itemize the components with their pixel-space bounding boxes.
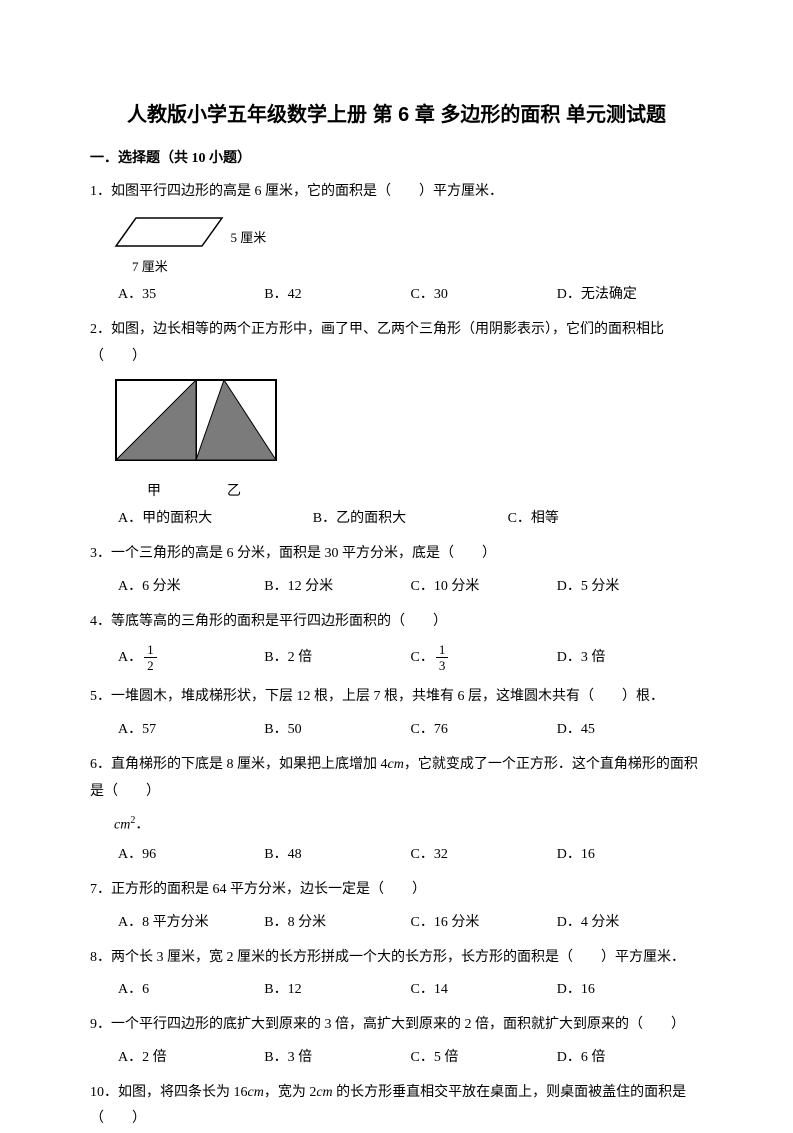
q8-choice-d: D．16	[557, 979, 703, 1000]
q7-choice-c: C．16 分米	[411, 912, 557, 933]
q6-stem: 6．直角梯形的下底是 8 厘米，如果把上底增加 4cm，它就变成了一个正方形．这…	[90, 752, 703, 805]
q1-label-right: 5 厘米	[231, 230, 267, 245]
q2-stem: 2．如图，边长相等的两个正方形中，画了甲、乙两个三角形（用阴影表示），它们的面积…	[90, 317, 703, 370]
question-10: 10．如图，将四条长为 16cm，宽为 2cm 的长方形垂直相交平放在桌面上，则…	[90, 1080, 703, 1133]
q2-choice-c: C．相等	[508, 508, 703, 529]
q1-stem: 1．如图平行四边形的高是 6 厘米，它的面积是（ ）平方厘米．	[90, 179, 703, 206]
frac-den: 2	[144, 658, 157, 672]
q5-choices: A．57 B．50 C．76 D．45	[90, 719, 703, 740]
q1-choice-b: B．42	[264, 284, 410, 305]
question-7: 7．正方形的面积是 64 平方分米，边长一定是（ ） A．8 平方分米 B．8 …	[90, 877, 703, 933]
q2-labels: 甲 乙	[114, 481, 274, 502]
q4-choice-c: C． 1 3	[411, 643, 557, 672]
q2-label-yi: 乙	[194, 481, 274, 502]
q4-choice-b: B．2 倍	[264, 643, 410, 672]
q7-choice-d: D．4 分米	[557, 912, 703, 933]
q9-stem: 9．一个平行四边形的底扩大到原来的 3 倍，高扩大到原来的 2 倍，面积就扩大到…	[90, 1012, 703, 1039]
q3-choice-d: D．5 分米	[557, 576, 703, 597]
page-title: 人教版小学五年级数学上册 第 6 章 多边形的面积 单元测试题	[90, 100, 703, 130]
q1-choice-a: A．35	[118, 284, 264, 305]
q9-choice-b: B．3 倍	[264, 1047, 410, 1068]
q4-choice-d: D．3 倍	[557, 643, 703, 672]
q9-choices: A．2 倍 B．3 倍 C．5 倍 D．6 倍	[90, 1047, 703, 1068]
q2-choices: A．甲的面积大 B．乙的面积大 C．相等	[90, 508, 703, 529]
q3-stem: 3．一个三角形的高是 6 分米，面积是 30 平方分米，底是（ ）	[90, 541, 703, 568]
q6-choice-d: D．16	[557, 844, 703, 865]
question-3: 3．一个三角形的高是 6 分米，面积是 30 平方分米，底是（ ） A．6 分米…	[90, 541, 703, 597]
q5-choice-b: B．50	[264, 719, 410, 740]
q2-choice-b: B．乙的面积大	[313, 508, 508, 529]
q8-stem: 8．两个长 3 厘米，宽 2 厘米的长方形拼成一个大的长方形，长方形的面积是（ …	[90, 945, 703, 972]
q8-choices: A．6 B．12 C．14 D．16	[90, 979, 703, 1000]
frac-den: 3	[436, 658, 449, 672]
q3-choice-b: B．12 分米	[264, 576, 410, 597]
q5-choice-d: D．45	[557, 719, 703, 740]
fraction-icon: 1 3	[436, 643, 449, 672]
q1-choices: A．35 B．42 C．30 D．无法确定	[90, 284, 703, 305]
q9-choice-c: C．5 倍	[411, 1047, 557, 1068]
q8-choice-c: C．14	[411, 979, 557, 1000]
q8-choice-b: B．12	[264, 979, 410, 1000]
q1-choice-d: D．无法确定	[557, 284, 703, 305]
unit-cm2: cm	[114, 818, 130, 833]
question-5: 5．一堆圆木，堆成梯形状，下层 12 根，上层 7 根，共堆有 6 层，这堆圆木…	[90, 684, 703, 740]
q4-c-label: C．	[411, 647, 434, 668]
q9-choice-d: D．6 倍	[557, 1047, 703, 1068]
unit-cm: cm	[388, 757, 404, 772]
q8-choice-a: A．6	[118, 979, 264, 1000]
fraction-icon: 1 2	[144, 643, 157, 672]
q7-choice-b: B．8 分米	[264, 912, 410, 933]
unit-cm: cm	[248, 1085, 264, 1100]
q3-choices: A．6 分米 B．12 分米 C．10 分米 D．5 分米	[90, 576, 703, 597]
question-2: 2．如图，边长相等的两个正方形中，画了甲、乙两个三角形（用阴影表示），它们的面积…	[90, 317, 703, 529]
question-1: 1．如图平行四边形的高是 6 厘米，它的面积是（ ）平方厘米． 5 厘米 7 厘…	[90, 179, 703, 305]
q7-choice-a: A．8 平方分米	[118, 912, 264, 933]
q2-choice-a: A．甲的面积大	[118, 508, 313, 529]
question-9: 9．一个平行四边形的底扩大到原来的 3 倍，高扩大到原来的 2 倍，面积就扩大到…	[90, 1012, 703, 1068]
q3-choice-c: C．10 分米	[411, 576, 557, 597]
q6-choices: A．96 B．48 C．32 D．16	[90, 844, 703, 865]
q2-figure	[114, 378, 703, 473]
unit-period: ．	[135, 818, 149, 833]
q3-choice-a: A．6 分米	[118, 576, 264, 597]
question-4: 4．等底等高的三角形的面积是平行四边形面积的（ ） A． 1 2 B．2 倍 C…	[90, 609, 703, 673]
q7-stem: 7．正方形的面积是 64 平方分米，边长一定是（ ）	[90, 877, 703, 904]
question-6: 6．直角梯形的下底是 8 厘米，如果把上底增加 4cm，它就变成了一个正方形．这…	[90, 752, 703, 865]
frac-num: 1	[436, 643, 449, 658]
q9-choice-a: A．2 倍	[118, 1047, 264, 1068]
q6-choice-b: B．48	[264, 844, 410, 865]
q5-stem: 5．一堆圆木，堆成梯形状，下层 12 根，上层 7 根，共堆有 6 层，这堆圆木…	[90, 684, 703, 711]
q1-choice-c: C．30	[411, 284, 557, 305]
q4-stem: 4．等底等高的三角形的面积是平行四边形面积的（ ）	[90, 609, 703, 636]
question-8: 8．两个长 3 厘米，宽 2 厘米的长方形拼成一个大的长方形，长方形的面积是（ …	[90, 945, 703, 1001]
q4-choices: A． 1 2 B．2 倍 C． 1 3 D．3 倍	[90, 643, 703, 672]
q6-unit-line: cm2．	[90, 813, 703, 836]
q10-stem-p2: ，宽为 2	[264, 1085, 317, 1100]
q6-stem-part1: 6．直角梯形的下底是 8 厘米，如果把上底增加 4	[90, 757, 388, 772]
q5-choice-a: A．57	[118, 719, 264, 740]
q10-stem-p1: 10．如图，将四条长为 16	[90, 1085, 248, 1100]
frac-num: 1	[144, 643, 157, 658]
q4-a-label: A．	[118, 647, 142, 668]
q10-stem: 10．如图，将四条长为 16cm，宽为 2cm 的长方形垂直相交平放在桌面上，则…	[90, 1080, 703, 1133]
q1-figure: 5 厘米 7 厘米	[114, 214, 703, 277]
q6-choice-a: A．96	[118, 844, 264, 865]
q6-choice-c: C．32	[411, 844, 557, 865]
q5-choice-c: C．76	[411, 719, 557, 740]
q4-choice-a: A． 1 2	[118, 643, 264, 672]
q2-label-jia: 甲	[114, 481, 194, 502]
section-header: 一．选择题（共 10 小题）	[90, 148, 703, 169]
q7-choices: A．8 平方分米 B．8 分米 C．16 分米 D．4 分米	[90, 912, 703, 933]
unit-cm: cm	[316, 1085, 332, 1100]
